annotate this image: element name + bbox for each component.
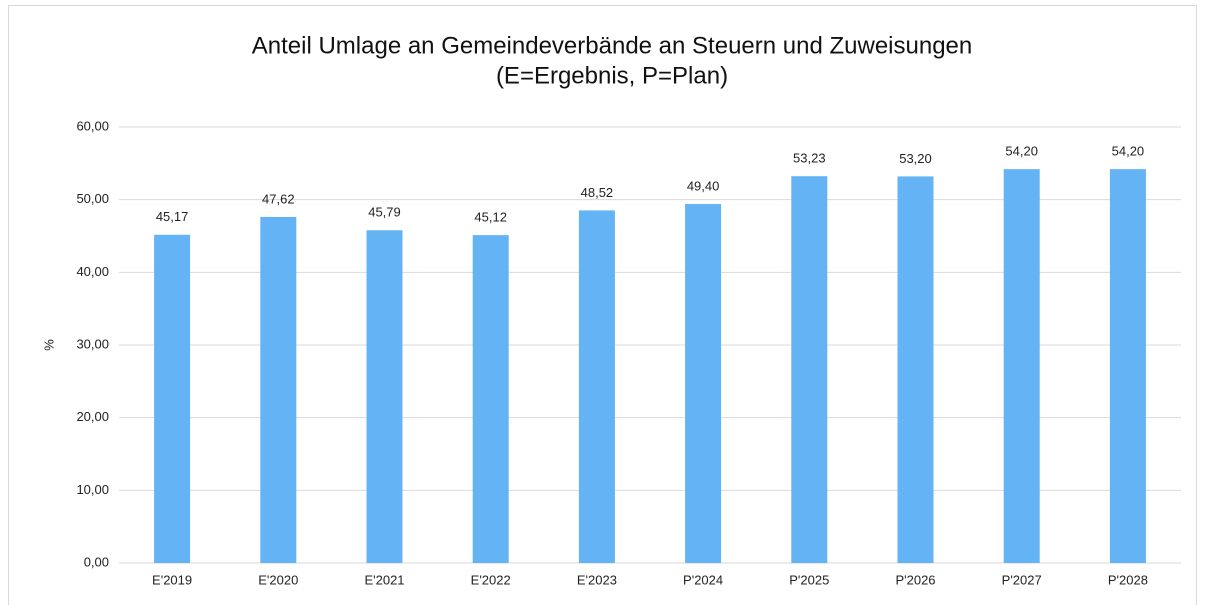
bar: [366, 230, 403, 563]
data-label: 45,79: [368, 205, 401, 220]
y-tick-label: 0,00: [84, 554, 109, 569]
x-tick-label: E'2021: [364, 572, 404, 587]
y-tick-label: 60,00: [76, 118, 109, 133]
bar: [1003, 169, 1040, 563]
data-label: 45,17: [156, 209, 189, 224]
data-label: 48,52: [581, 185, 614, 200]
x-tick-label: P'2027: [1002, 572, 1042, 587]
y-tick-label: 30,00: [76, 336, 109, 351]
x-tick-label: E'2022: [471, 572, 511, 587]
bar: [1109, 169, 1146, 563]
bar: [897, 176, 934, 563]
y-tick-label: 50,00: [76, 191, 109, 206]
y-tick-label: 10,00: [76, 482, 109, 497]
bar: [578, 210, 615, 563]
bar: [154, 234, 191, 564]
chart-subtitle: (E=Ergebnis, P=Plan): [496, 62, 728, 89]
data-label: 54,20: [1112, 144, 1145, 159]
bar: [260, 216, 297, 563]
data-label: 53,23: [793, 151, 826, 166]
data-label: 53,20: [899, 151, 932, 166]
data-label: 49,40: [687, 178, 720, 193]
data-label: 54,20: [1005, 144, 1038, 159]
x-tick-label: P'2028: [1108, 572, 1148, 587]
data-label: 47,62: [262, 191, 295, 206]
x-tick-label: P'2025: [789, 572, 829, 587]
chart-title: Anteil Umlage an Gemeindeverbände an Ste…: [252, 32, 972, 59]
x-tick-label: E'2023: [577, 572, 617, 587]
x-tick-label: E'2020: [258, 572, 298, 587]
x-tick-label: P'2026: [895, 572, 935, 587]
y-axis-label: %: [41, 339, 56, 351]
data-label: 45,12: [474, 210, 507, 225]
bar: [791, 176, 828, 564]
bar: [685, 204, 722, 563]
bar: [472, 235, 509, 564]
y-tick-label: 40,00: [76, 264, 109, 279]
x-tick-label: E'2019: [152, 572, 192, 587]
y-tick-label: 20,00: [76, 409, 109, 424]
x-tick-label: P'2024: [683, 572, 723, 587]
